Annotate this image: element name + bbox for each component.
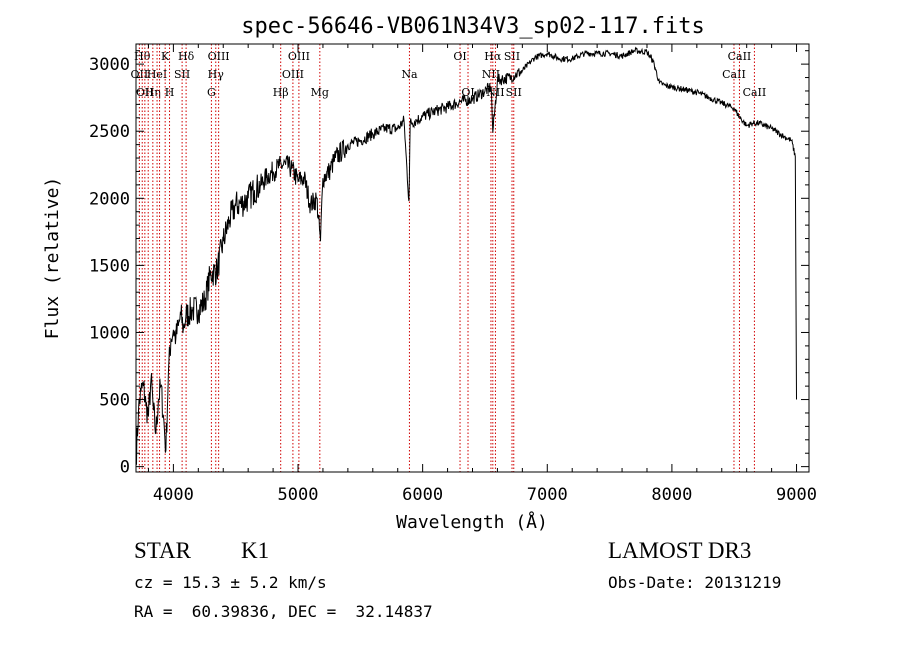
chart-title: spec-56646-VB061N34V3_sp02-117.fits — [241, 14, 705, 39]
sky-coordinates: RA = 60.39836, DEC = 32.14837 — [134, 602, 433, 621]
x-tick-label: 9000 — [776, 485, 817, 505]
x-axis-label: Wavelength (Å) — [396, 511, 548, 533]
y-tick-label: 0 — [120, 458, 130, 478]
line-marker-label: K — [161, 50, 170, 63]
y-tick-label: 1000 — [89, 323, 130, 343]
line-marker-label: OII — [131, 68, 149, 81]
line-marker-label: CaII — [728, 50, 752, 63]
line-marker-label: Hα — [484, 50, 502, 63]
y-tick-label: 500 — [99, 391, 130, 411]
line-marker-label: CaII — [722, 68, 746, 81]
line-marker-label: Hβ — [273, 86, 289, 99]
observation-date: Obs-Date: 20131219 — [608, 573, 782, 592]
redshift-velocity: cz = 15.3 ± 5.2 km/s — [134, 573, 327, 592]
axis-ticks: 4000 5000 6000 7000 8000 9000 0 500 1000 1500 2000… — [89, 44, 817, 505]
y-tick-label: 3000 — [89, 55, 130, 75]
object-subclass: K1 — [241, 538, 270, 563]
line-marker-label: OIII — [282, 68, 304, 81]
survey-name: LAMOST DR3 — [608, 538, 752, 563]
line-marker-label: Hδ — [178, 50, 195, 63]
line-marker-label: SII — [506, 86, 522, 99]
line-marker-label: SII — [504, 50, 520, 63]
x-tick-label: 8000 — [651, 485, 692, 505]
line-marker-label: SII — [174, 68, 190, 81]
spectrum-series-line — [135, 46, 797, 465]
line-marker-label: Hη — [145, 86, 161, 99]
line-marker-label: Na — [401, 68, 418, 81]
line-marker-label: H — [165, 86, 175, 99]
line-marker-label: CaII — [743, 86, 767, 99]
x-tick-label: 6000 — [402, 485, 443, 505]
line-marker-label: Mg — [311, 86, 329, 99]
x-tick-label: 5000 — [278, 485, 319, 505]
line-marker-label: G — [207, 86, 216, 99]
line-marker-label: HeI — [147, 68, 167, 81]
y-tick-label: 2000 — [89, 189, 130, 209]
line-marker-label: OI — [453, 50, 466, 63]
y-tick-label: 1500 — [89, 256, 130, 276]
x-tick-label: 4000 — [153, 485, 194, 505]
emission-line-markers: OIIHθOIIHηHeIKHSIIHδGHγOIIIHβOIIIOIIIMgN… — [131, 44, 767, 472]
x-tick-label: 7000 — [527, 485, 568, 505]
y-axis-label: Flux (relative) — [42, 177, 63, 340]
line-marker-label: OIII — [208, 50, 230, 63]
line-marker-label: Hθ — [134, 50, 151, 63]
line-marker-label: OIII — [288, 50, 310, 63]
line-marker-label: OII — [136, 86, 154, 99]
line-marker-label: NII — [482, 68, 500, 81]
object-class: STAR — [134, 538, 191, 563]
y-tick-label: 2500 — [89, 122, 130, 142]
plot-frame — [135, 43, 810, 473]
line-marker-label: Hγ — [208, 68, 225, 81]
